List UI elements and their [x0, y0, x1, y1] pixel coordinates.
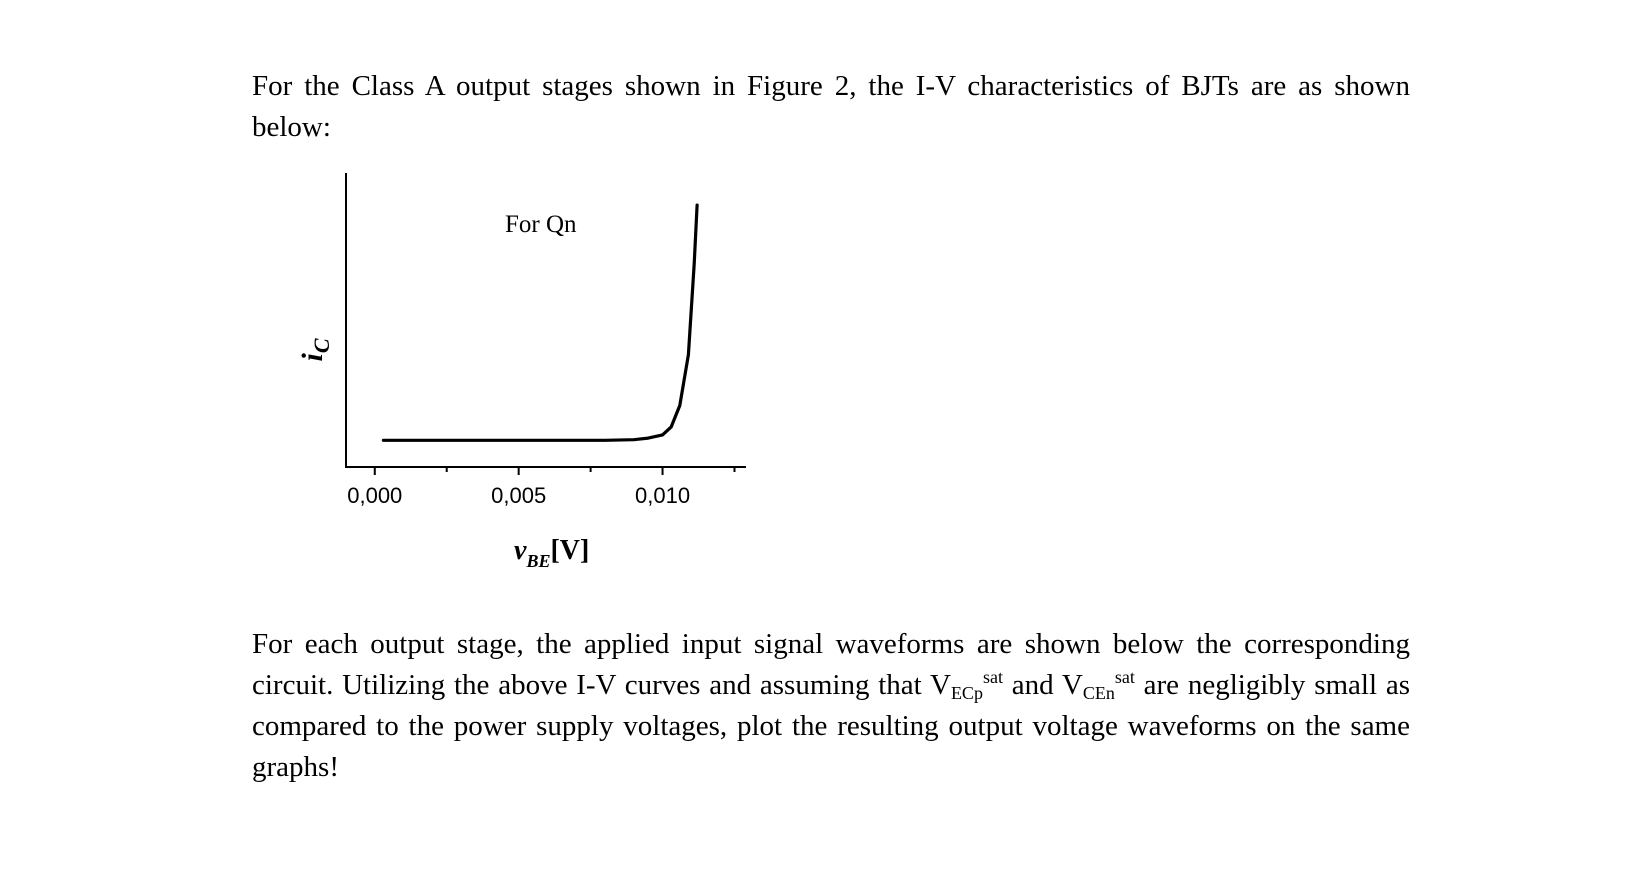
- v-cen-symbol: VCEnsat: [1061, 667, 1135, 703]
- instructions-text-c: are negligibly small as compared to the …: [252, 669, 1410, 783]
- instructions-text-b: and: [1002, 669, 1062, 701]
- y-axis-title-sub: C: [309, 338, 334, 353]
- v-ecp-symbol: VECpsat: [929, 667, 1003, 703]
- x-axis-title: vBE[V]: [514, 535, 589, 571]
- y-axis-title: iC: [296, 338, 334, 361]
- iv-curve: [381, 203, 699, 442]
- x-axis-title-sub: BE: [525, 551, 550, 571]
- v-cen-subscript: CEn: [1082, 683, 1115, 703]
- curve-annotation: For Qn: [505, 211, 577, 238]
- v-ecp-subscript: ECp: [950, 683, 983, 703]
- x-tick-label: 0,005: [491, 483, 546, 508]
- intro-paragraph: For the Class A output stages shown in F…: [252, 66, 1410, 148]
- x-tick-label: 0,010: [635, 483, 690, 508]
- x-ticks: [373, 467, 736, 475]
- x-tick-label: 0,000: [347, 483, 402, 508]
- v-ecp-main: V: [929, 669, 951, 701]
- intro-text: For the Class A output stages shown in F…: [252, 70, 1410, 143]
- iv-characteristic-chart: 0,000 0,005 0,010 For Qn iC vBE[V]: [290, 170, 810, 600]
- y-axis-title-main: i: [296, 353, 329, 362]
- v-ecp-superscript: sat: [982, 667, 1003, 687]
- svg-text:iC: iC: [296, 338, 334, 361]
- instructions-paragraph: For each output stage, the applied input…: [252, 624, 1410, 788]
- x-tick-labels: 0,000 0,005 0,010: [347, 483, 690, 508]
- instructions-text-a: For each output stage, the applied input…: [252, 628, 1410, 701]
- v-cen-superscript: sat: [1114, 667, 1135, 687]
- v-cen-main: V: [1061, 669, 1083, 701]
- x-axis-title-unit: [V]: [550, 535, 589, 566]
- x-axis-title-main: v: [514, 535, 527, 566]
